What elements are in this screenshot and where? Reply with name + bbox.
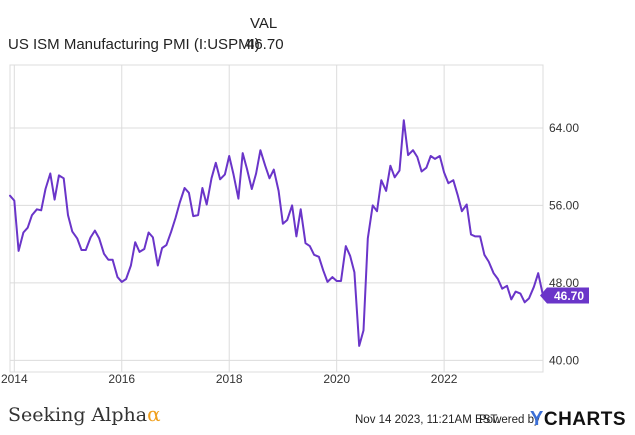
powered-by-label: Powered by xyxy=(479,414,540,426)
last-value-label: 46.70 xyxy=(554,289,584,303)
ycharts-logo-text: CHARTS xyxy=(543,409,627,430)
last-value-tag xyxy=(540,287,589,304)
legend-series-name[interactable]: US ISM Manufacturing PMI (I:USPMI) xyxy=(8,36,260,53)
seeking-alpha-brand-text: Seeking Alpha xyxy=(8,404,148,426)
y-tick-label: 64.00 xyxy=(549,121,579,135)
x-tick-label: 2020 xyxy=(323,372,350,386)
legend-column-header: VAL xyxy=(250,15,278,32)
y-tick-label: 56.00 xyxy=(549,198,579,212)
alpha-mark: α xyxy=(147,402,161,426)
pmi-line-chart[interactable]: 40.00 48.00 56.00 64.00 2014 2016 2018 2020 2022… xyxy=(0,0,635,400)
ycharts-y-icon: Y xyxy=(530,408,544,430)
legend-series-value: 46.70 xyxy=(246,36,284,53)
x-tick-label: 2022 xyxy=(431,372,458,386)
y-tick-label: 48.00 xyxy=(549,276,579,290)
x-tick-label: 2014 xyxy=(1,372,28,386)
chart-timestamp: Nov 14 2023, 11:21AM EST. xyxy=(355,414,500,426)
seeking-alpha-logo[interactable]: Seeking Alphaα xyxy=(8,402,161,426)
pmi-series-line xyxy=(9,119,544,347)
y-tick-label: 40.00 xyxy=(549,353,579,367)
ycharts-logo[interactable]: YCHARTS xyxy=(530,408,626,431)
plot-border xyxy=(9,64,544,373)
x-tick-label: 2016 xyxy=(108,372,135,386)
x-tick-label: 2018 xyxy=(216,372,243,386)
